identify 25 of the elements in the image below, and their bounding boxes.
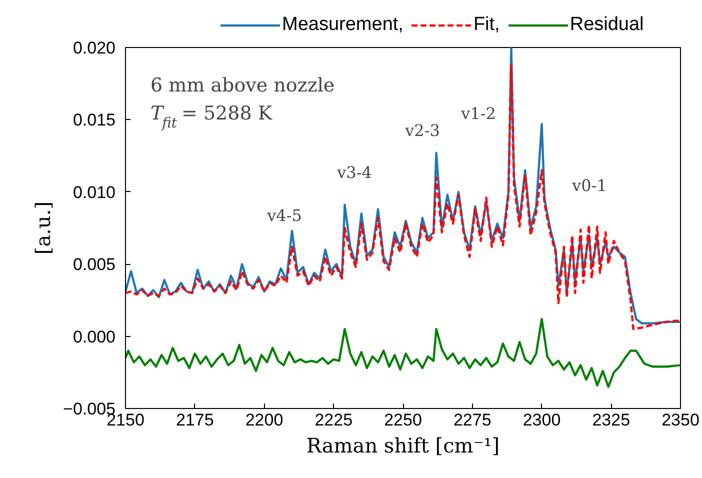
annotation: v0-1 bbox=[571, 176, 607, 195]
y-tick-label: 0.010 bbox=[72, 182, 116, 202]
legend-label: Residual bbox=[570, 14, 644, 36]
x-tick-label: 2325 bbox=[592, 410, 630, 430]
annotation: v1-2 bbox=[460, 104, 496, 123]
annotation: v4-5 bbox=[266, 206, 302, 225]
x-tick-label: 2350 bbox=[662, 410, 700, 430]
line-series bbox=[126, 318, 680, 388]
legend-label: Measurement, bbox=[282, 14, 404, 36]
y-axis-title: [a.u.] bbox=[31, 201, 56, 255]
x-tick-label: 2275 bbox=[453, 410, 492, 430]
annotation: v3-4 bbox=[336, 163, 372, 182]
x-axis-title: Raman shift [cm⁻¹] bbox=[306, 434, 500, 458]
x-tick-label: 2300 bbox=[522, 410, 561, 430]
x-tick-label: 2200 bbox=[245, 410, 284, 430]
x-tick-label: 2175 bbox=[176, 410, 214, 430]
y-tick-label: 0.005 bbox=[72, 255, 116, 274]
x-tick-label: 2250 bbox=[384, 410, 422, 430]
y-tick-label: 0.000 bbox=[72, 327, 116, 346]
x-tick-label: 2225 bbox=[314, 410, 353, 430]
y-tick-label: 0.015 bbox=[72, 110, 116, 130]
y-tick-label: 0.020 bbox=[72, 38, 116, 58]
annotation: v2-3 bbox=[404, 121, 440, 140]
annotation: 6 mm above nozzle bbox=[150, 74, 335, 96]
legend-label: Fit, bbox=[473, 14, 500, 36]
